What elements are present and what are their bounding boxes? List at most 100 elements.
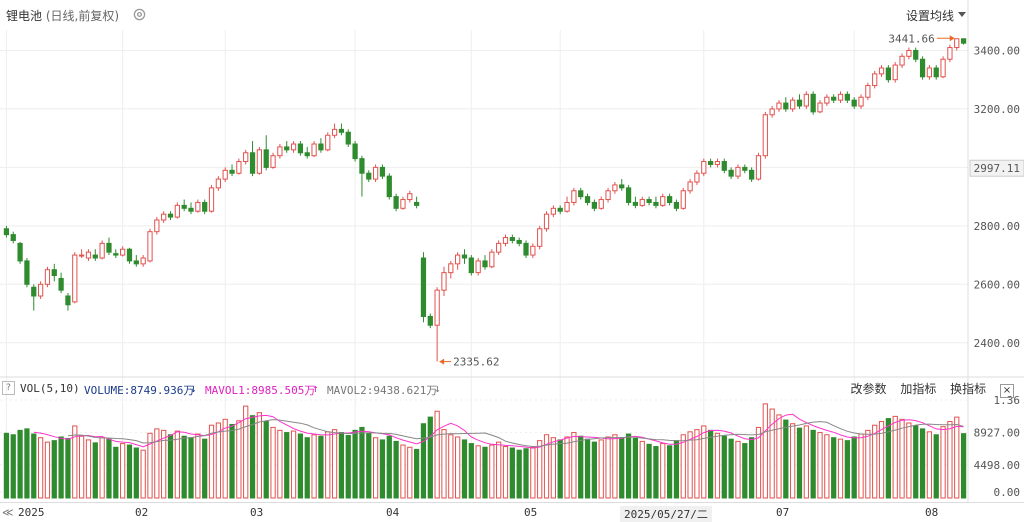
date-label-1: 02 bbox=[135, 506, 149, 519]
volume-bar bbox=[605, 436, 611, 499]
candle-body bbox=[817, 102, 823, 113]
candle-body bbox=[810, 93, 816, 113]
chevron-down-icon[interactable] bbox=[958, 12, 966, 18]
candle-body bbox=[154, 219, 160, 233]
volume-bar bbox=[263, 421, 269, 499]
volume-bar bbox=[824, 434, 830, 499]
candle-body bbox=[126, 248, 133, 262]
candle-body bbox=[106, 242, 112, 253]
volume-bar bbox=[352, 429, 358, 499]
current-price-label: 2997.11 bbox=[974, 162, 1020, 175]
edit-params-button[interactable]: 改参数 bbox=[850, 382, 887, 396]
candle-body bbox=[441, 272, 447, 291]
volume-bar bbox=[858, 433, 864, 499]
volume-bar bbox=[188, 437, 194, 499]
candle-body bbox=[714, 161, 721, 165]
volume-bar bbox=[646, 443, 652, 499]
volume-tick-label: 8927.00 bbox=[974, 426, 1020, 439]
volume-bar bbox=[913, 425, 919, 499]
mavol2-line bbox=[67, 419, 964, 448]
volume-bar bbox=[229, 423, 235, 499]
volume-bar bbox=[844, 440, 850, 499]
candle-body bbox=[735, 166, 741, 177]
candle-body bbox=[31, 286, 37, 297]
volume-bar bbox=[434, 410, 440, 499]
close-icon[interactable]: × bbox=[1000, 384, 1014, 398]
candle-body bbox=[414, 201, 420, 206]
candle-body bbox=[270, 155, 276, 168]
candle-body bbox=[803, 93, 809, 107]
candle-body bbox=[92, 254, 98, 259]
vol-value-label: VOLUME:8749.936万 bbox=[84, 384, 195, 397]
candle-body bbox=[215, 178, 221, 189]
add-indicator-button[interactable]: 加指标 bbox=[900, 382, 937, 396]
candle-body bbox=[379, 166, 386, 177]
volume-bar bbox=[578, 435, 584, 499]
volume-bar bbox=[482, 446, 488, 499]
candle-body bbox=[400, 199, 406, 209]
candle-body bbox=[933, 67, 939, 78]
candle-body bbox=[666, 196, 673, 203]
volume-bar bbox=[796, 427, 803, 499]
volume-bar bbox=[154, 428, 160, 499]
candle-body bbox=[468, 257, 474, 274]
candle-body bbox=[65, 295, 71, 306]
volume-bar bbox=[147, 432, 153, 499]
scroll-left-icon[interactable]: ≪ bbox=[2, 506, 14, 519]
candle-body bbox=[762, 114, 768, 157]
candle-body bbox=[619, 184, 625, 189]
help-icon[interactable]: ? bbox=[2, 381, 15, 395]
price-grid bbox=[0, 0, 1024, 502]
candle-body bbox=[147, 231, 153, 262]
candle-body bbox=[919, 58, 926, 78]
gear-icon[interactable] bbox=[133, 8, 146, 21]
volume-bar bbox=[51, 440, 57, 499]
volume-bar bbox=[92, 442, 98, 499]
switch-indicator-button[interactable]: 换指标 bbox=[950, 382, 987, 396]
volume-bar bbox=[284, 432, 290, 499]
volume-bar bbox=[680, 434, 686, 499]
candle-body bbox=[113, 253, 119, 256]
candle-body bbox=[208, 187, 215, 212]
candle-body bbox=[680, 190, 686, 209]
candle-body bbox=[249, 152, 256, 174]
candle-body bbox=[475, 260, 481, 274]
candle-body bbox=[872, 73, 878, 87]
candle-body bbox=[195, 201, 201, 212]
mavol1-line bbox=[33, 413, 964, 449]
candle-body bbox=[591, 201, 598, 209]
candle-body bbox=[612, 184, 618, 192]
candle-body bbox=[85, 251, 92, 259]
volume-bar bbox=[44, 441, 51, 499]
volume-bar bbox=[393, 440, 399, 499]
candles-layer bbox=[3, 38, 967, 362]
candle-body bbox=[837, 93, 844, 101]
ma-setting-button[interactable]: 设置均线 bbox=[906, 7, 954, 24]
candle-body bbox=[858, 96, 864, 107]
current-price-box bbox=[969, 159, 1024, 177]
candle-body bbox=[557, 207, 563, 212]
date-label-2: 03 bbox=[250, 506, 264, 519]
volume-bar bbox=[721, 435, 727, 499]
volume-bar bbox=[619, 437, 625, 499]
candle-body bbox=[537, 228, 543, 247]
volume-bar bbox=[318, 435, 324, 499]
candle-body bbox=[584, 196, 591, 203]
volume-bar bbox=[277, 429, 283, 499]
volume-bar bbox=[885, 418, 891, 499]
vol-indicator-label: VOL(5,10) bbox=[20, 382, 80, 395]
candle-body bbox=[550, 207, 556, 215]
candle-body bbox=[625, 187, 632, 203]
chart-mode: (日线,前复权) bbox=[45, 9, 120, 23]
candle-body bbox=[202, 201, 208, 212]
volume-bar bbox=[591, 441, 598, 499]
candle-body bbox=[393, 196, 399, 209]
volume-bar bbox=[386, 435, 392, 499]
candle-body bbox=[434, 289, 440, 326]
volume-bar bbox=[58, 436, 64, 499]
volume-bar bbox=[653, 446, 659, 499]
candle-body bbox=[243, 152, 249, 163]
volume-bar bbox=[810, 429, 816, 499]
volume-bar bbox=[550, 437, 556, 499]
low-arrow-icon bbox=[439, 358, 445, 365]
